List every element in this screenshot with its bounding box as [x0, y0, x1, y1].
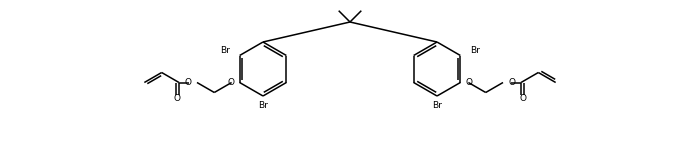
Text: Br: Br: [432, 100, 442, 110]
Text: O: O: [185, 78, 192, 87]
Text: O: O: [174, 94, 181, 103]
Text: Br: Br: [258, 100, 268, 110]
Text: O: O: [228, 78, 234, 87]
Text: Br: Br: [470, 46, 480, 55]
Text: Br: Br: [220, 46, 230, 55]
Text: O: O: [466, 78, 472, 87]
Text: O: O: [508, 78, 515, 87]
Text: O: O: [519, 94, 526, 103]
